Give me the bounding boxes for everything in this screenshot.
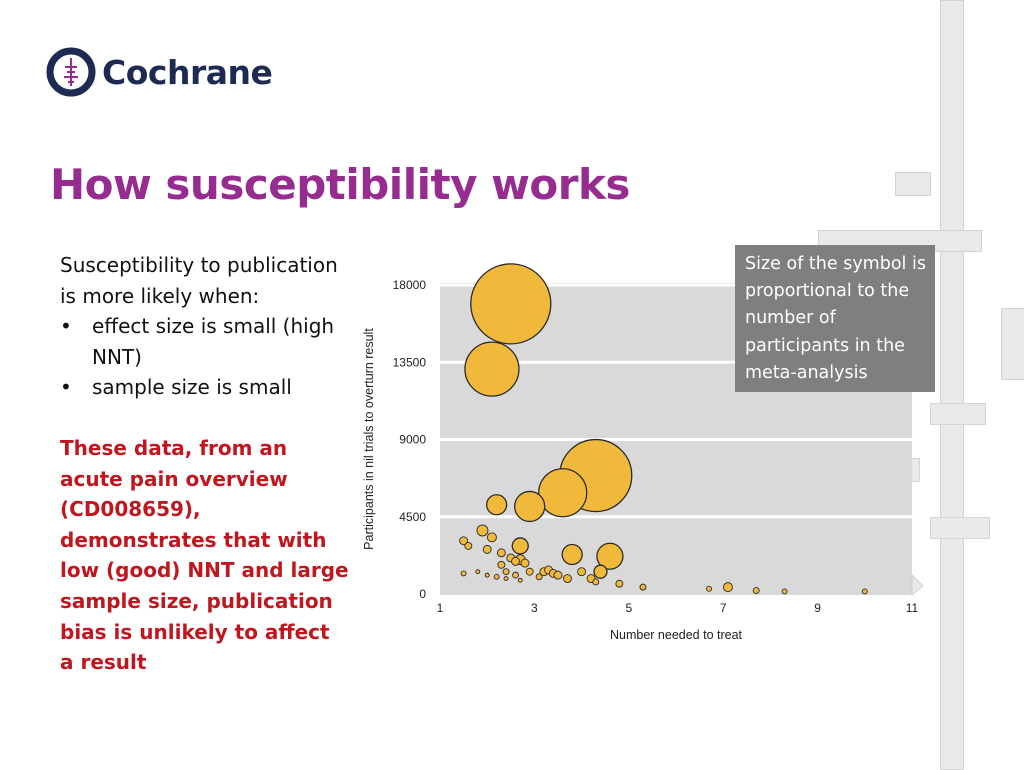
x-tick-label: 11 xyxy=(906,601,919,615)
data-point xyxy=(484,572,490,578)
data-point xyxy=(592,578,600,586)
data-point xyxy=(502,568,510,576)
data-point xyxy=(482,544,492,554)
data-point xyxy=(485,494,508,516)
data-point xyxy=(512,571,519,579)
y-tick-label: 4500 xyxy=(399,510,426,524)
left-text-column: Susceptibility to publication is more li… xyxy=(60,250,350,678)
x-tick-labels: 1 3 5 7 9 11 xyxy=(437,601,919,615)
data-point xyxy=(561,543,583,566)
data-point xyxy=(476,524,489,537)
decorative-block xyxy=(895,172,931,196)
conclusion-text: These data, from an acute pain overview … xyxy=(60,435,349,675)
bullet-item: • sample size is small xyxy=(60,372,350,403)
data-point xyxy=(593,564,608,579)
y-axis-label: Participants in nil trials to overturn r… xyxy=(362,328,376,550)
data-point xyxy=(520,558,530,568)
data-point xyxy=(496,548,506,558)
x-axis-label: Number needed to treat xyxy=(610,628,743,642)
data-point xyxy=(514,490,546,523)
data-point xyxy=(722,582,733,593)
decorative-block xyxy=(930,517,990,539)
intro-text: Susceptibility to publication is more li… xyxy=(60,253,338,308)
annotation-box: Size of the symbol is proportional to th… xyxy=(735,245,935,392)
data-point xyxy=(517,577,523,583)
data-point xyxy=(538,468,588,518)
bullet-marker: • xyxy=(60,314,72,339)
x-axis-arrow xyxy=(911,573,924,597)
decorative-bar xyxy=(1001,308,1024,380)
data-point xyxy=(553,570,563,580)
y-tick-labels: 0 4500 9000 13500 18000 xyxy=(393,278,427,601)
data-point xyxy=(503,576,509,581)
data-point xyxy=(861,588,868,595)
data-point xyxy=(464,341,520,397)
x-tick-label: 5 xyxy=(625,601,632,615)
y-tick-label: 0 xyxy=(419,587,426,601)
data-point xyxy=(615,579,624,588)
y-tick-label: 18000 xyxy=(393,278,427,292)
bullet-list: • effect size is small (high NNT) • samp… xyxy=(60,311,350,403)
data-point xyxy=(493,573,500,580)
x-tick-label: 1 xyxy=(437,601,444,615)
bullet-marker: • xyxy=(60,375,72,400)
y-tick-label: 9000 xyxy=(399,433,426,447)
bullet-item: • effect size is small (high NNT) xyxy=(60,311,350,372)
data-point xyxy=(781,588,788,595)
bullet-text: effect size is small (high NNT) xyxy=(92,314,335,369)
data-point xyxy=(752,587,760,595)
data-point xyxy=(475,569,481,575)
y-tick-label: 13500 xyxy=(393,355,427,369)
data-point xyxy=(470,263,552,345)
data-point xyxy=(511,556,520,566)
data-point xyxy=(486,532,497,543)
decorative-bar xyxy=(940,0,964,770)
x-tick-label: 9 xyxy=(814,601,821,615)
cochrane-logo: Cochrane xyxy=(46,46,273,98)
data-point xyxy=(525,567,534,576)
x-tick-label: 3 xyxy=(531,601,538,615)
data-point xyxy=(535,573,543,581)
cochrane-logo-icon xyxy=(46,47,96,97)
data-point xyxy=(464,541,473,550)
x-tick-label: 7 xyxy=(720,601,727,615)
slide-title: How susceptibility works xyxy=(50,160,630,209)
data-point xyxy=(511,537,529,555)
data-point xyxy=(596,542,624,570)
bullet-text: sample size is small xyxy=(92,375,292,400)
data-point xyxy=(460,570,467,577)
data-point xyxy=(706,585,712,592)
data-points xyxy=(459,263,868,595)
data-point xyxy=(497,560,506,569)
data-point xyxy=(639,583,647,591)
data-point xyxy=(459,536,469,546)
decorative-block xyxy=(930,403,986,425)
data-point xyxy=(562,574,572,583)
logo-wordmark: Cochrane xyxy=(102,52,273,92)
data-point xyxy=(577,567,587,577)
